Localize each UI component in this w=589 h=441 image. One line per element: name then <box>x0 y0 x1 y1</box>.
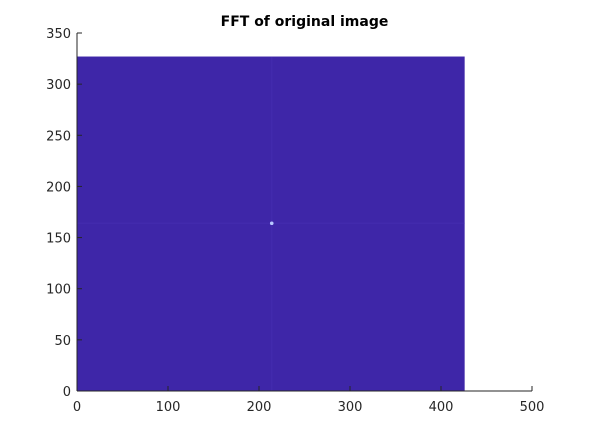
image-layer <box>77 56 465 391</box>
x-tick-label: 300 <box>338 400 363 415</box>
x-tick-label: 100 <box>156 400 181 415</box>
y-tick-label: 250 <box>46 129 71 144</box>
x-tick-label: 0 <box>73 400 81 415</box>
x-tick-label: 400 <box>429 400 454 415</box>
x-tick-label: 200 <box>247 400 272 415</box>
y-tick-label: 150 <box>46 232 71 247</box>
x-axis-ticks: 0 100 200 300 400 500 <box>73 386 545 415</box>
y-tick-label: 350 <box>46 27 71 42</box>
y-tick-label: 200 <box>46 180 71 195</box>
x-tick-label: 500 <box>520 400 545 415</box>
y-tick-label: 100 <box>46 283 71 298</box>
y-tick-label: 50 <box>54 334 71 349</box>
axes <box>76 33 532 392</box>
y-axis-ticks: 0 50 100 150 200 250 300 350 <box>46 27 82 400</box>
chart-title: FFT of original image <box>221 14 389 30</box>
y-tick-label: 300 <box>46 78 71 93</box>
y-tick-label: 0 <box>63 385 71 400</box>
dc-component-spot <box>269 221 274 226</box>
